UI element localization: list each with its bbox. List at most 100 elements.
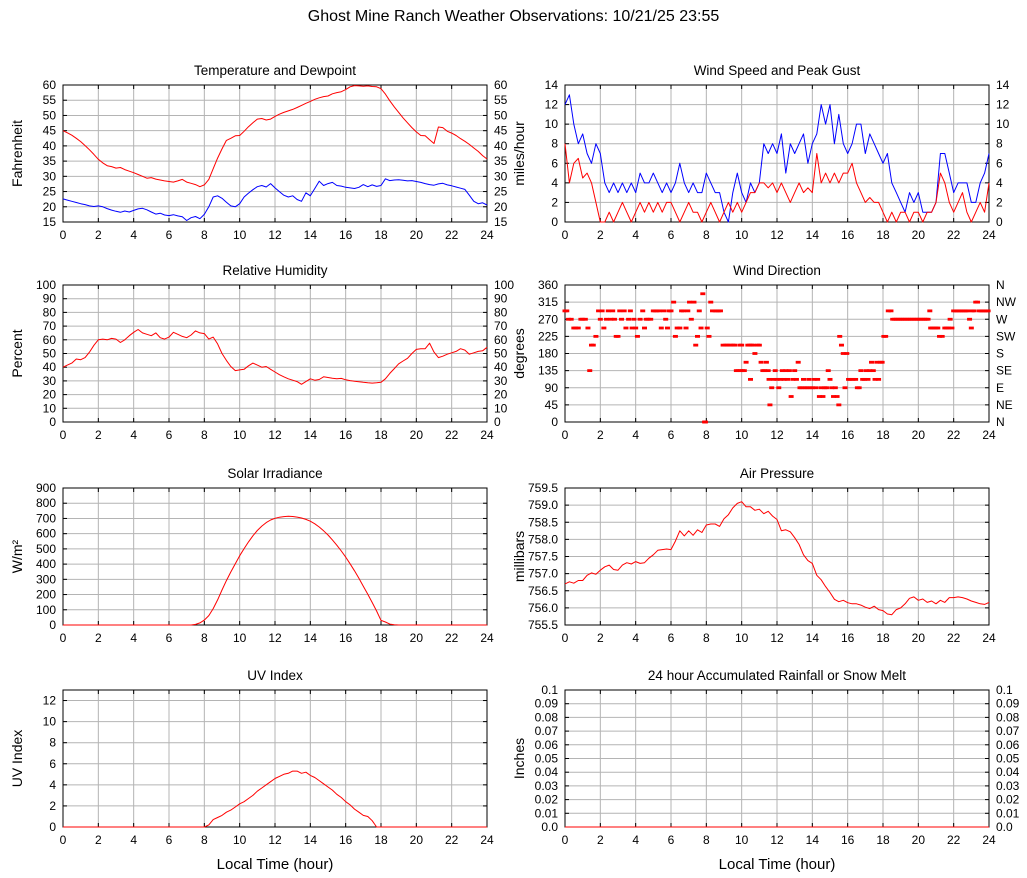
svg-text:35: 35 — [494, 154, 508, 168]
svg-text:35: 35 — [43, 154, 57, 168]
svg-text:6: 6 — [668, 631, 675, 645]
svg-text:6: 6 — [668, 428, 675, 442]
svg-text:40: 40 — [43, 360, 57, 374]
chart-panel-solar-irradiance: 0 100 200 300 400 500 600 700 800 900 0 2 4 6 8 10 12 14 1… — [0, 453, 514, 668]
chart-title: 24 hour Accumulated Rainfall or Snow Mel… — [648, 668, 906, 683]
svg-text:16: 16 — [339, 833, 353, 847]
svg-text:20: 20 — [410, 833, 424, 847]
svg-text:18: 18 — [374, 833, 388, 847]
svg-text:0: 0 — [60, 631, 67, 645]
svg-text:22: 22 — [947, 428, 961, 442]
svg-text:0.03: 0.03 — [535, 779, 559, 793]
svg-text:14: 14 — [304, 631, 318, 645]
svg-text:4: 4 — [996, 176, 1003, 190]
svg-text:135: 135 — [538, 364, 558, 378]
y-axis-label: Inches — [511, 738, 527, 779]
page-title: Ghost Mine Ranch Weather Observations: 1… — [307, 8, 720, 25]
svg-text:16: 16 — [841, 228, 855, 242]
svg-text:4: 4 — [632, 228, 639, 242]
svg-text:2: 2 — [597, 428, 604, 442]
y-axis-label: Percent — [9, 329, 25, 377]
svg-text:50: 50 — [494, 347, 508, 361]
svg-text:10: 10 — [735, 228, 749, 242]
svg-text:315: 315 — [538, 295, 558, 309]
svg-text:20: 20 — [494, 200, 508, 214]
svg-text:16: 16 — [339, 428, 353, 442]
svg-text:0.07: 0.07 — [535, 724, 559, 738]
svg-text:16: 16 — [339, 228, 353, 242]
svg-text:90: 90 — [494, 292, 508, 306]
svg-text:15: 15 — [494, 215, 508, 229]
svg-text:60: 60 — [494, 333, 508, 347]
chart-title: Wind Speed and Peak Gust — [694, 63, 861, 78]
air-pressure-line — [564, 501, 990, 616]
svg-text:NE: NE — [996, 398, 1013, 412]
svg-text:NW: NW — [996, 295, 1017, 309]
svg-text:0.02: 0.02 — [535, 793, 559, 807]
svg-text:0.05: 0.05 — [996, 752, 1020, 766]
svg-text:400: 400 — [36, 557, 56, 571]
x-axis-label: Local Time (hour) — [217, 856, 334, 873]
svg-text:22: 22 — [445, 228, 459, 242]
chart-title: Air Pressure — [740, 466, 814, 481]
svg-text:15: 15 — [43, 215, 57, 229]
chart-panel-relative-humidity: 0 0 10 10 20 20 30 30 40 40 50 50 60 60 70 70 80 80 90 90 10… — [0, 250, 514, 465]
svg-text:0: 0 — [996, 215, 1003, 229]
svg-text:20: 20 — [410, 428, 424, 442]
svg-text:6: 6 — [166, 428, 173, 442]
svg-text:W: W — [996, 312, 1008, 326]
svg-text:14: 14 — [304, 428, 318, 442]
svg-text:14: 14 — [806, 228, 820, 242]
svg-text:0.09: 0.09 — [535, 697, 559, 711]
axes — [564, 487, 990, 626]
svg-text:20: 20 — [912, 833, 926, 847]
svg-text:12: 12 — [268, 833, 282, 847]
svg-text:14: 14 — [806, 631, 820, 645]
svg-text:14: 14 — [806, 833, 820, 847]
svg-text:800: 800 — [36, 496, 56, 510]
svg-text:12: 12 — [43, 694, 57, 708]
axes — [62, 487, 488, 626]
svg-text:50: 50 — [494, 108, 508, 122]
svg-text:12: 12 — [268, 228, 282, 242]
svg-text:0.07: 0.07 — [996, 724, 1020, 738]
svg-text:30: 30 — [43, 374, 57, 388]
peak-gust-line — [564, 94, 990, 223]
svg-text:45: 45 — [43, 124, 57, 138]
svg-text:10: 10 — [43, 715, 57, 729]
svg-text:8: 8 — [703, 428, 710, 442]
svg-text:20: 20 — [410, 228, 424, 242]
svg-text:4: 4 — [130, 631, 137, 645]
svg-text:18: 18 — [876, 833, 890, 847]
svg-text:300: 300 — [36, 572, 56, 586]
svg-text:4: 4 — [632, 631, 639, 645]
svg-text:6: 6 — [166, 833, 173, 847]
svg-text:2: 2 — [597, 631, 604, 645]
svg-text:10: 10 — [735, 428, 749, 442]
svg-text:12: 12 — [545, 98, 559, 112]
svg-text:10: 10 — [735, 833, 749, 847]
svg-text:45: 45 — [494, 124, 508, 138]
svg-text:N: N — [996, 278, 1005, 292]
svg-text:60: 60 — [494, 78, 508, 92]
grid-lines — [63, 690, 487, 827]
svg-text:0.0: 0.0 — [996, 820, 1013, 834]
y-axis-label: millibars — [511, 531, 527, 582]
svg-text:100: 100 — [494, 278, 514, 292]
svg-text:0.08: 0.08 — [535, 710, 559, 724]
svg-text:30: 30 — [43, 169, 57, 183]
svg-text:25: 25 — [43, 185, 57, 199]
svg-text:18: 18 — [374, 631, 388, 645]
grid-lines — [63, 285, 487, 422]
chart-title: UV Index — [247, 668, 303, 683]
svg-text:180: 180 — [538, 347, 558, 361]
rainfall-chart: 0.0 0.00.01 0.010.02 0.020.03 0.030.04 0.040.… — [511, 668, 1020, 873]
svg-text:0: 0 — [494, 415, 501, 429]
